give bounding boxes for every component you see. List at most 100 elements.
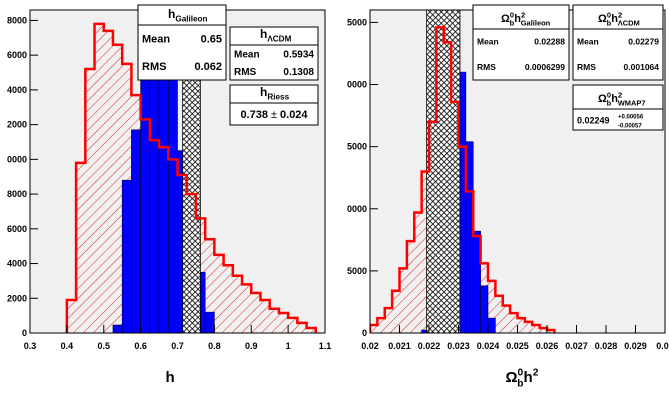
x-tick-label: 0.03 xyxy=(656,341,669,351)
y-tick-label: 0 xyxy=(362,328,367,338)
bar xyxy=(487,317,496,333)
text-part: ΛCDM xyxy=(618,18,640,27)
band-value: 0.738 xyxy=(240,109,268,121)
stats-value: 0.1308 xyxy=(283,67,314,78)
hatched-bar xyxy=(488,280,496,333)
hatched-bar xyxy=(278,313,289,333)
x-axis-title: h xyxy=(166,369,175,386)
y-tick-label: 0000 xyxy=(347,204,367,214)
hatched-bar xyxy=(269,308,279,333)
hatched-bar xyxy=(242,284,252,333)
text-part: 0 xyxy=(607,10,611,19)
x-tick-label: 0.027 xyxy=(565,341,588,351)
hatched-bar xyxy=(205,239,215,333)
y-tick-label: 2000 xyxy=(7,293,27,303)
hatched-bar xyxy=(251,293,261,333)
x-tick-label: 0.028 xyxy=(595,341,618,351)
band-value: 0.02249 xyxy=(577,116,610,126)
x-tick-label: 0.023 xyxy=(447,341,470,351)
stats-value: 0.001064 xyxy=(624,62,660,72)
text-part: b xyxy=(607,98,612,107)
stats-box xyxy=(472,4,570,81)
x-tick-label: 0.026 xyxy=(536,341,559,351)
hatched-bar xyxy=(94,23,104,333)
x-tick-label: 0.029 xyxy=(624,341,647,351)
hatched-bar xyxy=(539,328,547,333)
y-tick-label: 5000 xyxy=(347,142,367,152)
x-tick-label: 0.6 xyxy=(134,341,147,351)
text-part: h xyxy=(260,27,267,41)
text-part: ΛCDM xyxy=(267,35,291,44)
y-tick-label: 6000 xyxy=(7,224,27,234)
stats-label: Mean xyxy=(477,37,499,47)
band-err-plus: +0.00056 xyxy=(618,115,644,121)
hatched-bar xyxy=(502,305,511,333)
text-part: h xyxy=(514,13,521,25)
hatched-bar xyxy=(421,171,429,333)
stats-value: 0.0006299 xyxy=(525,62,565,72)
text-part: 2 xyxy=(521,10,525,19)
hatched-bar xyxy=(297,322,307,333)
x-tick-label: 0.3 xyxy=(24,341,37,351)
stats-label: Mean xyxy=(234,49,260,60)
histogram-outline xyxy=(65,22,318,333)
stats-box xyxy=(572,4,664,81)
x-axis-title: Ω0 bh2 xyxy=(506,368,539,390)
hatched-bar xyxy=(510,313,518,333)
stats-value: 0.062 xyxy=(194,61,222,73)
plot-clip xyxy=(370,10,556,333)
text-part: h xyxy=(611,13,618,25)
text-part: 2 xyxy=(533,368,539,379)
hatched-bar xyxy=(384,308,393,333)
hatched-bar xyxy=(524,321,533,333)
stats-value: 0.5934 xyxy=(283,49,314,60)
stats-title: Ω0 bh2 WMAP7 xyxy=(598,90,646,107)
x-tick-label: 1.1 xyxy=(319,341,332,351)
stats-box xyxy=(137,4,227,81)
text-part: b xyxy=(607,18,612,27)
y-tick-label: 2000 xyxy=(7,120,27,130)
y-tick-label: 4000 xyxy=(7,259,27,269)
text-part: h xyxy=(524,369,533,386)
y-tick-label: 0000 xyxy=(347,80,367,90)
text-part: 2 xyxy=(618,10,622,19)
hatched-bar xyxy=(517,318,525,333)
x-tick-label: 0.8 xyxy=(208,341,221,351)
stats-label: RMS xyxy=(477,62,496,72)
text-part: h xyxy=(260,85,267,99)
y-tick-label: 4000 xyxy=(7,85,27,95)
bar xyxy=(112,324,123,333)
bar xyxy=(131,129,141,333)
band-symbol: ± xyxy=(271,109,277,121)
hatched-bar xyxy=(214,254,224,333)
x-tick-label: 1 xyxy=(286,341,291,351)
x-tick-label: 0.02 xyxy=(361,341,379,351)
stats-title: hGalileon xyxy=(168,7,208,24)
stats-title: hΛCDM xyxy=(260,27,292,44)
hatched-bar xyxy=(76,162,86,333)
hatched-bar xyxy=(66,300,77,333)
stats-value: 0.65 xyxy=(201,34,222,46)
hatched-bar xyxy=(392,290,400,333)
band-error: 0.024 xyxy=(280,109,308,121)
band-label: 0.738 ±0.024 xyxy=(240,109,308,121)
hatched-bar xyxy=(288,317,298,333)
hatched-bar xyxy=(406,241,415,333)
hatched-bar xyxy=(377,318,385,333)
text-part: Ω xyxy=(598,93,607,105)
text-part: Riess xyxy=(267,93,289,102)
bar xyxy=(167,72,178,333)
histogram-outline xyxy=(370,26,556,333)
stats-box xyxy=(229,84,319,126)
stats-label: Mean xyxy=(577,37,599,47)
text-part: Ω xyxy=(501,13,510,25)
stats-title: Ω0 bh2 ΛCDM xyxy=(598,10,640,27)
stats-label: RMS xyxy=(234,67,257,78)
y-tick-label: 6000 xyxy=(7,50,27,60)
y-tick-label: 0 xyxy=(22,328,27,338)
text-part: b xyxy=(517,379,523,390)
hatched-bar xyxy=(414,212,422,333)
hatched-bar xyxy=(260,300,270,333)
y-tick-label: 5000 xyxy=(347,17,367,27)
